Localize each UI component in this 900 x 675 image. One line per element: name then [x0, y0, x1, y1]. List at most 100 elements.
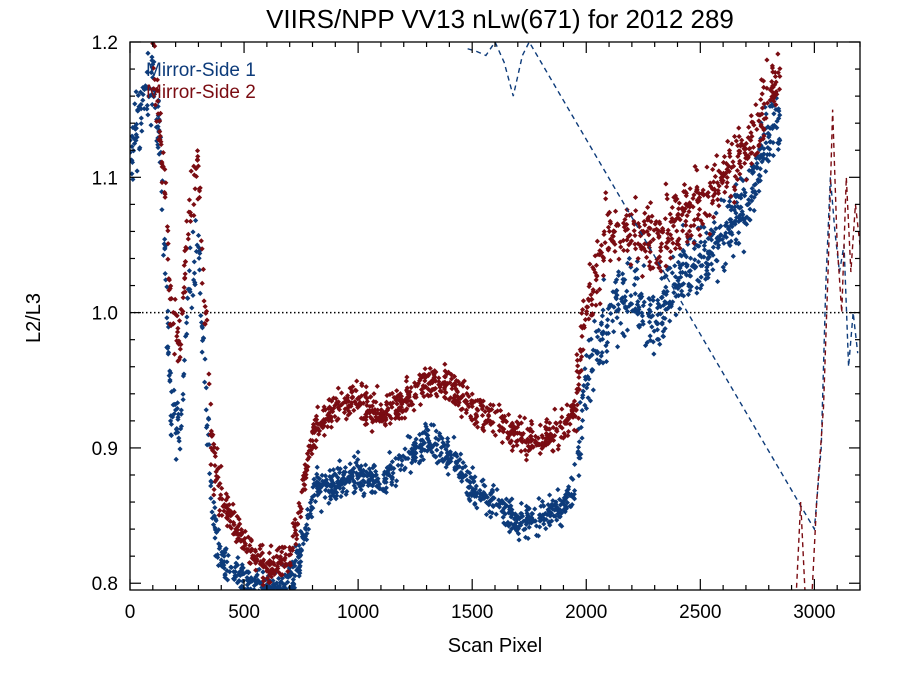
data-point [682, 252, 688, 258]
data-point [304, 451, 311, 457]
data-point [662, 216, 668, 222]
data-point [737, 171, 743, 177]
data-point [770, 89, 776, 96]
data-point [350, 394, 356, 400]
data-point [309, 451, 315, 457]
data-point [586, 337, 592, 343]
data-point [426, 371, 432, 377]
data-point [591, 318, 598, 324]
data-point [178, 423, 185, 429]
data-point [165, 228, 171, 234]
data-point [371, 398, 377, 405]
data-point [356, 395, 362, 402]
data-point [228, 564, 234, 570]
data-point [395, 411, 401, 417]
data-point [398, 393, 405, 399]
data-point [373, 418, 379, 424]
data-point [486, 500, 492, 506]
data-point [650, 236, 656, 243]
data-point [417, 372, 423, 378]
data-point [750, 189, 756, 195]
data-point [474, 406, 480, 412]
data-point [485, 417, 491, 423]
data-point [336, 403, 342, 410]
data-point [607, 218, 613, 224]
data-point [519, 513, 525, 520]
data-point [596, 360, 602, 366]
data-point [775, 70, 781, 76]
data-point [519, 439, 525, 445]
data-point [636, 293, 643, 299]
data-point [523, 534, 529, 540]
data-point [725, 138, 731, 144]
data-point [649, 324, 655, 330]
data-point [579, 333, 585, 339]
data-point [313, 413, 320, 419]
data-point [726, 168, 732, 174]
data-point [315, 404, 321, 410]
data-point [528, 444, 534, 451]
data-point [430, 443, 437, 449]
data-point [453, 398, 459, 404]
data-point [190, 292, 196, 298]
data-point [610, 289, 616, 295]
data-point [170, 321, 176, 327]
data-point [696, 243, 702, 249]
data-point [217, 496, 223, 502]
data-point [163, 180, 169, 186]
data-point [620, 300, 627, 306]
data-point [274, 547, 280, 553]
data-point [703, 271, 709, 278]
data-point [390, 470, 396, 476]
data-point [399, 408, 405, 414]
data-point [412, 445, 419, 451]
data-point [231, 569, 237, 575]
data-point [300, 541, 306, 547]
data-point [548, 504, 554, 510]
data-point [264, 575, 270, 581]
data-point [547, 511, 553, 518]
data-point [464, 385, 470, 391]
data-point [219, 485, 225, 491]
data-point [645, 204, 651, 210]
data-point [658, 244, 664, 251]
data-point [564, 420, 570, 426]
data-point [408, 450, 414, 456]
data-point [130, 133, 135, 139]
data-point [771, 122, 778, 129]
data-point [253, 567, 259, 573]
data-point [659, 275, 665, 282]
data-point [162, 194, 168, 200]
data-point [282, 592, 287, 597]
data-point [686, 209, 692, 215]
data-point [729, 231, 735, 238]
data-point [575, 426, 582, 432]
data-point [474, 490, 480, 496]
data-point [146, 94, 152, 100]
y-tick-label: 1.2 [92, 33, 118, 54]
data-point [276, 545, 283, 551]
data-point [663, 291, 669, 298]
data-point [300, 487, 306, 493]
data-point [715, 188, 721, 194]
data-point [482, 409, 488, 415]
data-point [289, 571, 295, 577]
data-point [437, 384, 443, 390]
data-point [191, 277, 197, 283]
data-point [327, 473, 333, 480]
data-point [480, 426, 486, 433]
data-point [399, 397, 405, 403]
data-point [319, 482, 325, 488]
data-point [420, 372, 426, 378]
data-point [253, 574, 259, 580]
data-point [204, 442, 210, 448]
data-point [358, 463, 364, 469]
data-point [647, 225, 653, 232]
data-point [692, 257, 698, 263]
data-point [614, 308, 620, 314]
data-point [323, 477, 330, 483]
data-point [667, 299, 673, 305]
data-point [616, 256, 622, 262]
data-point [759, 159, 765, 165]
x-tick-label: 2500 [679, 602, 721, 623]
